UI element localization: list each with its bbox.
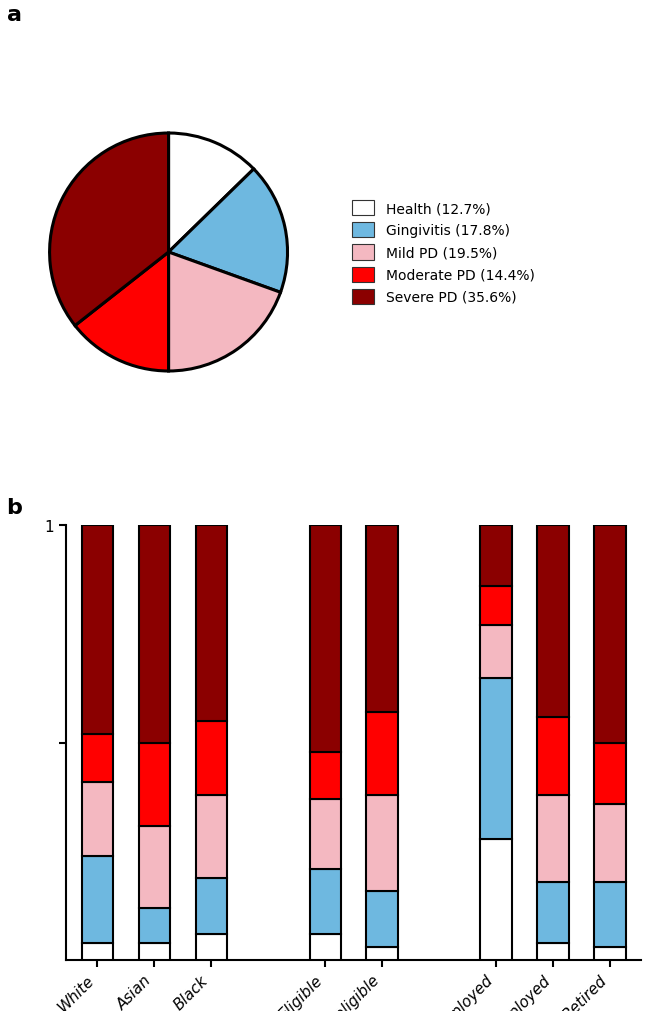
Bar xyxy=(82,783,113,856)
Bar xyxy=(196,878,227,934)
Bar xyxy=(309,526,341,752)
Bar xyxy=(481,839,512,960)
Bar xyxy=(139,743,170,826)
Bar xyxy=(139,943,170,960)
Bar xyxy=(481,677,512,839)
Text: b: b xyxy=(7,497,22,518)
Legend: Health (12.7%), Gingivitis (17.8%), Mild PD (19.5%), Moderate PD (14.4%), Severe: Health (12.7%), Gingivitis (17.8%), Mild… xyxy=(348,197,539,308)
Bar xyxy=(309,752,341,800)
Bar xyxy=(366,947,398,960)
Bar xyxy=(537,717,568,796)
Bar xyxy=(82,526,113,734)
Bar xyxy=(594,804,625,883)
Bar xyxy=(537,943,568,960)
Bar xyxy=(196,722,227,796)
Bar xyxy=(309,800,341,869)
Bar xyxy=(594,947,625,960)
Bar xyxy=(594,526,625,743)
Bar xyxy=(139,908,170,943)
Wedge shape xyxy=(169,133,254,253)
Bar xyxy=(82,856,113,943)
Bar xyxy=(366,526,398,713)
Bar xyxy=(82,943,113,960)
Bar xyxy=(594,883,625,947)
Bar xyxy=(481,586,512,626)
Bar xyxy=(196,796,227,878)
Wedge shape xyxy=(169,253,280,372)
Bar xyxy=(481,526,512,586)
Wedge shape xyxy=(169,170,288,293)
Bar xyxy=(537,526,568,717)
Bar xyxy=(139,826,170,908)
Bar xyxy=(481,626,512,677)
Bar xyxy=(366,891,398,947)
Bar xyxy=(309,869,341,934)
Bar xyxy=(537,883,568,943)
Bar xyxy=(366,796,398,891)
Bar xyxy=(366,713,398,796)
Bar xyxy=(139,526,170,743)
Bar xyxy=(196,934,227,960)
Bar xyxy=(537,796,568,883)
Wedge shape xyxy=(75,253,169,372)
Bar xyxy=(82,734,113,783)
Text: a: a xyxy=(7,5,22,25)
Bar xyxy=(594,743,625,804)
Bar xyxy=(309,934,341,960)
Bar xyxy=(196,526,227,722)
Wedge shape xyxy=(50,133,169,327)
